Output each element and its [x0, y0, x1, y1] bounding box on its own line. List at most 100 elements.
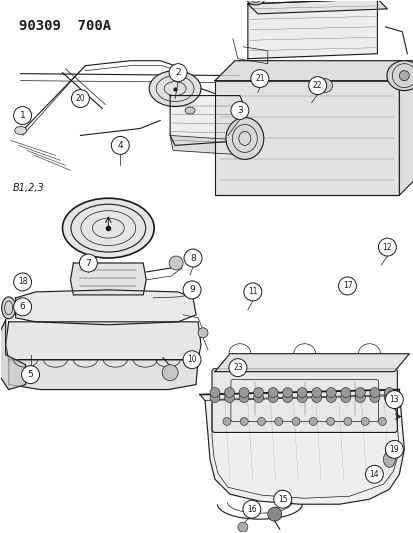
Circle shape [183, 281, 201, 299]
Circle shape [325, 393, 335, 402]
Circle shape [354, 393, 364, 402]
Circle shape [162, 365, 178, 381]
Text: 8: 8 [190, 254, 195, 263]
Circle shape [228, 359, 246, 377]
Circle shape [399, 71, 408, 80]
Text: 23: 23 [233, 363, 242, 372]
Polygon shape [199, 390, 404, 504]
Circle shape [340, 387, 350, 398]
Circle shape [224, 387, 234, 398]
Circle shape [250, 70, 268, 87]
Circle shape [71, 90, 89, 108]
Circle shape [308, 77, 326, 94]
Text: 13: 13 [389, 395, 398, 404]
Circle shape [384, 387, 394, 398]
Circle shape [311, 393, 321, 402]
Circle shape [111, 136, 129, 155]
Circle shape [268, 393, 278, 402]
Circle shape [291, 417, 299, 425]
Text: 1: 1 [20, 111, 26, 120]
Circle shape [273, 490, 291, 508]
Polygon shape [6, 322, 201, 360]
Circle shape [238, 387, 249, 398]
Circle shape [377, 238, 395, 256]
Circle shape [184, 249, 202, 267]
Circle shape [326, 417, 334, 425]
Ellipse shape [225, 117, 263, 159]
Text: 2: 2 [175, 68, 180, 77]
Text: 6: 6 [20, 302, 26, 311]
Polygon shape [170, 135, 249, 156]
Polygon shape [9, 360, 197, 390]
Polygon shape [16, 290, 196, 325]
Circle shape [343, 417, 351, 425]
Circle shape [297, 387, 306, 398]
Circle shape [309, 417, 316, 425]
Polygon shape [247, 0, 377, 59]
Text: 14: 14 [369, 470, 378, 479]
Circle shape [253, 387, 263, 398]
Circle shape [311, 387, 321, 398]
Polygon shape [399, 61, 413, 195]
Circle shape [385, 391, 402, 408]
Circle shape [384, 393, 394, 402]
Circle shape [224, 393, 234, 402]
Circle shape [242, 500, 260, 518]
Circle shape [197, 328, 207, 338]
Text: 4: 4 [117, 141, 123, 150]
Ellipse shape [149, 71, 201, 107]
Text: 9: 9 [189, 285, 195, 294]
Ellipse shape [185, 107, 195, 114]
Polygon shape [214, 354, 408, 372]
Circle shape [209, 393, 219, 402]
Circle shape [385, 440, 402, 458]
Polygon shape [0, 320, 26, 390]
Text: 90309  700A: 90309 700A [19, 19, 111, 33]
Circle shape [354, 387, 364, 398]
Polygon shape [70, 263, 146, 295]
Text: 10: 10 [187, 355, 197, 364]
Circle shape [282, 393, 292, 402]
Circle shape [209, 387, 219, 398]
Ellipse shape [316, 79, 332, 93]
Circle shape [257, 417, 265, 425]
Ellipse shape [14, 126, 26, 134]
Text: 3: 3 [236, 106, 242, 115]
Text: 21: 21 [254, 74, 264, 83]
Circle shape [169, 256, 183, 270]
Text: B1,2,3: B1,2,3 [13, 183, 44, 193]
Circle shape [297, 393, 306, 402]
Text: 17: 17 [342, 281, 351, 290]
Circle shape [183, 351, 201, 369]
FancyBboxPatch shape [211, 369, 396, 432]
Circle shape [14, 273, 31, 291]
Circle shape [369, 393, 379, 402]
Circle shape [340, 393, 350, 402]
Circle shape [365, 465, 382, 483]
Circle shape [274, 417, 282, 425]
Text: 11: 11 [247, 287, 257, 296]
Circle shape [268, 387, 278, 398]
Circle shape [79, 254, 97, 272]
FancyBboxPatch shape [214, 80, 399, 195]
Text: 15: 15 [277, 495, 287, 504]
Text: 5: 5 [28, 370, 33, 379]
Circle shape [253, 393, 263, 402]
Circle shape [325, 387, 335, 398]
Circle shape [360, 417, 368, 425]
Text: 12: 12 [382, 243, 391, 252]
Circle shape [238, 393, 249, 402]
Polygon shape [247, 0, 387, 14]
Text: 20: 20 [76, 94, 85, 103]
Polygon shape [214, 61, 413, 80]
Ellipse shape [62, 198, 154, 258]
Circle shape [14, 298, 31, 316]
Circle shape [282, 387, 292, 398]
Circle shape [14, 107, 31, 125]
Circle shape [338, 277, 356, 295]
Ellipse shape [2, 297, 16, 319]
Text: 19: 19 [389, 445, 398, 454]
Ellipse shape [382, 451, 394, 467]
Circle shape [267, 507, 281, 521]
Circle shape [223, 417, 230, 425]
